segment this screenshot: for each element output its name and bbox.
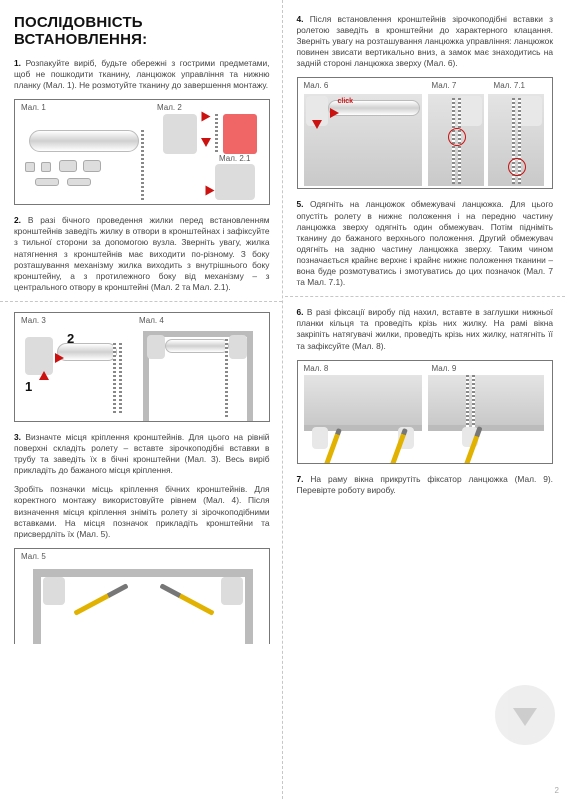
- para-6: 6. В разі фіксації виробу під нахил, вст…: [297, 307, 554, 351]
- screwdriver-icon: [159, 583, 214, 616]
- screwdriver-icon: [73, 583, 128, 616]
- highlight-ring-icon: [448, 128, 466, 146]
- arrow-icon: [202, 112, 211, 122]
- click-label: click: [338, 98, 354, 105]
- highlight-ring-icon: [508, 158, 526, 176]
- figure-8-9: Мал. 8 Мал. 9: [297, 360, 554, 464]
- arrow-icon: [39, 371, 49, 380]
- watermark-icon: [495, 685, 555, 745]
- para-3a: 3. Визначте місця кріплення кронштейнів.…: [14, 432, 270, 476]
- para-1: 1. Розпакуйте виріб, будьте обережні з г…: [14, 58, 270, 91]
- figure-1-2: Мал. 1 Мал. 2 Мал. 2.1: [14, 99, 270, 205]
- para-7: 7. На раму вікна прикрутіть фіксатор лан…: [297, 474, 554, 496]
- page-title: ПОСЛІДОВНІСТЬ ВСТАНОВЛЕННЯ:: [14, 14, 270, 48]
- figure-5: Мал. 5: [14, 548, 270, 644]
- page-number: 2: [555, 786, 559, 795]
- divider: [285, 296, 565, 297]
- arrow-icon: [55, 353, 64, 363]
- para-2: 2. В разі бічного проведення жилки перед…: [14, 215, 270, 293]
- divider: [0, 301, 282, 302]
- para-4: 4. Після встановлення кронштейнів зірочк…: [297, 14, 554, 69]
- figure-3-4: Мал. 3 Мал. 4 1 2: [14, 312, 270, 422]
- para-5: 5. Одягніть на ланцюжок обмежувачі ланцю…: [297, 199, 554, 288]
- para-3b: Зробіть позначки місць кріплення бічних …: [14, 484, 270, 539]
- step-number: 2: [67, 331, 74, 346]
- arrow-icon: [201, 138, 211, 147]
- figure-6-7: Мал. 6 Мал. 7 Мал. 7.1 click: [297, 77, 554, 189]
- arrow-icon: [312, 120, 322, 129]
- step-number: 1: [25, 379, 32, 394]
- arrow-icon: [330, 108, 339, 118]
- arrow-icon: [206, 186, 215, 196]
